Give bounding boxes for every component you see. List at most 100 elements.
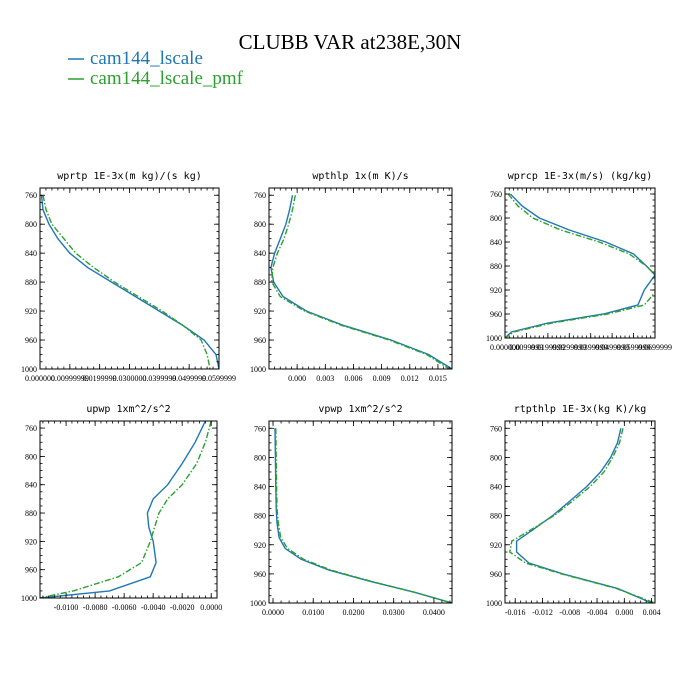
xtick-label-1-1: 0.003 [316, 374, 334, 383]
ytick-label-3-6: 1000 [21, 594, 37, 603]
series-line-0-1 [42, 195, 211, 369]
series-line-3-1 [40, 421, 212, 598]
ytick-label-5-1: 800 [490, 453, 502, 462]
xtick-label-4-4: 0.0400 [423, 608, 445, 617]
ytick-label-1-4: 920 [254, 307, 266, 316]
xtick-label-4-1: 0.0100 [302, 608, 324, 617]
series-line-5-0 [515, 428, 652, 603]
ytick-label-3-4: 920 [25, 537, 37, 546]
ytick-label-2-4: 920 [490, 286, 502, 295]
panel-5: rtpthlp 1E-3x(kg K)/kg 760 800 840 880 920 960… [486, 404, 661, 617]
ytick-label-3-0: 760 [25, 424, 37, 433]
xtick-label-0-0: 0.000000 [25, 374, 55, 383]
panel-frame-0 [39, 187, 220, 370]
figure-title: CLUBB VAR at238E,30N [239, 30, 462, 54]
panel-title-2: wprcp 1E-3x(m/s) (kg/kg) [508, 171, 653, 182]
ytick-label-0-1: 800 [25, 220, 37, 229]
ytick-label-4-5: 960 [254, 570, 266, 579]
ytick-label-2-3: 880 [490, 262, 502, 271]
ytick-label-4-2: 840 [254, 483, 266, 492]
xtick-label-4-0: 0.0000 [262, 608, 284, 617]
ytick-label-5-0: 760 [490, 424, 502, 433]
panel-title-3: upwp 1xm^2/s^2 [86, 404, 170, 415]
xtick-label-0-5: 0.0499999 [172, 374, 206, 383]
ytick-label-1-2: 840 [254, 249, 266, 258]
xtick-label-2-3: 0.0299999 [552, 343, 586, 352]
panel-title-1: wpthlp 1x(m K)/s [312, 171, 408, 182]
panel-frame-4 [268, 420, 453, 604]
ytick-label-3-2: 840 [25, 481, 37, 490]
series-line-3-0 [40, 421, 207, 598]
xtick-label-3-1: -0.0080 [83, 603, 108, 612]
xtick-label-1-5: 0.015 [429, 374, 447, 383]
xtick-label-5-3: -0.004 [587, 608, 608, 617]
xtick-label-0-3: 0.0300000 [113, 374, 147, 383]
xtick-label-2-5: 0.0499999 [595, 343, 629, 352]
ytick-label-1-0: 760 [254, 191, 266, 200]
xtick-label-4-2: 0.0200 [342, 608, 364, 617]
series-line-5-1 [509, 428, 655, 603]
ytick-label-2-1: 800 [490, 214, 502, 223]
xtick-label-2-7: 0.0699999 [638, 343, 672, 352]
xtick-label-5-2: -0.008 [559, 608, 580, 617]
ytick-label-1-3: 880 [254, 278, 266, 287]
ytick-label-3-1: 800 [25, 452, 37, 461]
xtick-label-0-2: 0.0199999 [83, 374, 117, 383]
ytick-label-0-4: 920 [25, 307, 37, 316]
ytick-label-1-6: 1000 [250, 365, 266, 374]
xtick-label-3-2: -0.0060 [112, 603, 137, 612]
ytick-label-1-5: 960 [254, 336, 266, 345]
panel-frame-2 [504, 187, 656, 339]
xtick-label-5-4: 0.000 [615, 608, 633, 617]
series-line-4-1 [275, 428, 452, 603]
xtick-label-2-2: 0.0199999 [531, 343, 565, 352]
ytick-label-2-2: 840 [490, 238, 502, 247]
xtick-label-2-6: 0.0599999 [617, 343, 651, 352]
panel-1: wpthlp 1x(m K)/s 760 800 840 880 920 960 1000 0.… [250, 171, 453, 383]
xtick-label-2-0: 0.000000 [490, 343, 520, 352]
xtick-label-5-1: -0.012 [532, 608, 553, 617]
xtick-label-4-3: 0.0300 [383, 608, 405, 617]
xtick-label-3-0: -0.0100 [54, 603, 79, 612]
panels: wprtp 1E-3x(m kg)/(s kg) 760 800 840 880 920 9… [21, 171, 672, 617]
ytick-label-0-5: 960 [25, 336, 37, 345]
ytick-label-3-3: 880 [25, 509, 37, 518]
panel-title-4: vpwp 1xm^2/s^2 [318, 404, 402, 415]
series-line-2-0 [505, 193, 655, 338]
xtick-label-1-2: 0.006 [344, 374, 362, 383]
xtick-label-3-3: -0.0040 [141, 603, 166, 612]
ytick-label-2-6: 1000 [486, 334, 502, 343]
ytick-label-2-0: 760 [490, 190, 502, 199]
panel-3: upwp 1xm^2/s^2 760 800 840 880 920 960 1000 -0.0… [21, 404, 222, 612]
xtick-label-2-1: 0.0099999 [509, 343, 543, 352]
xtick-label-3-4: -0.0020 [170, 603, 195, 612]
ytick-label-5-2: 840 [490, 483, 502, 492]
ytick-label-3-5: 960 [25, 566, 37, 575]
ytick-label-0-3: 880 [25, 278, 37, 287]
xtick-label-5-5: 0.004 [643, 608, 661, 617]
ytick-label-4-4: 920 [254, 541, 266, 550]
panel-frame-5 [504, 420, 656, 604]
ytick-label-5-3: 880 [490, 512, 502, 521]
series-line-2-1 [505, 193, 655, 338]
ytick-label-5-4: 920 [490, 541, 502, 550]
panel-frame-3 [39, 420, 218, 599]
panel-4: vpwp 1xm^2/s^2 760 800 840 880 920 960 10000.00… [250, 404, 453, 617]
ytick-label-0-2: 840 [25, 249, 37, 258]
series-line-1-1 [271, 195, 450, 369]
panel-title-0: wprtp 1E-3x(m kg)/(s kg) [57, 171, 202, 182]
panel-0: wprtp 1E-3x(m kg)/(s kg) 760 800 840 880 920 9… [21, 171, 236, 383]
xtick-label-1-4: 0.012 [401, 374, 419, 383]
xtick-label-0-6: 0.0599999 [202, 374, 236, 383]
ytick-label-2-5: 960 [490, 310, 502, 319]
panel-frame-1 [268, 187, 453, 370]
xtick-label-5-0: -0.016 [505, 608, 526, 617]
panel-title-5: rtpthlp 1E-3x(kg K)/kg [514, 404, 646, 415]
xtick-label-1-3: 0.009 [373, 374, 391, 383]
legend-label-0: cam144_lscale [90, 48, 203, 69]
ytick-label-0-0: 760 [25, 191, 37, 200]
ytick-label-4-1: 800 [254, 453, 266, 462]
series-line-1-0 [270, 195, 452, 369]
